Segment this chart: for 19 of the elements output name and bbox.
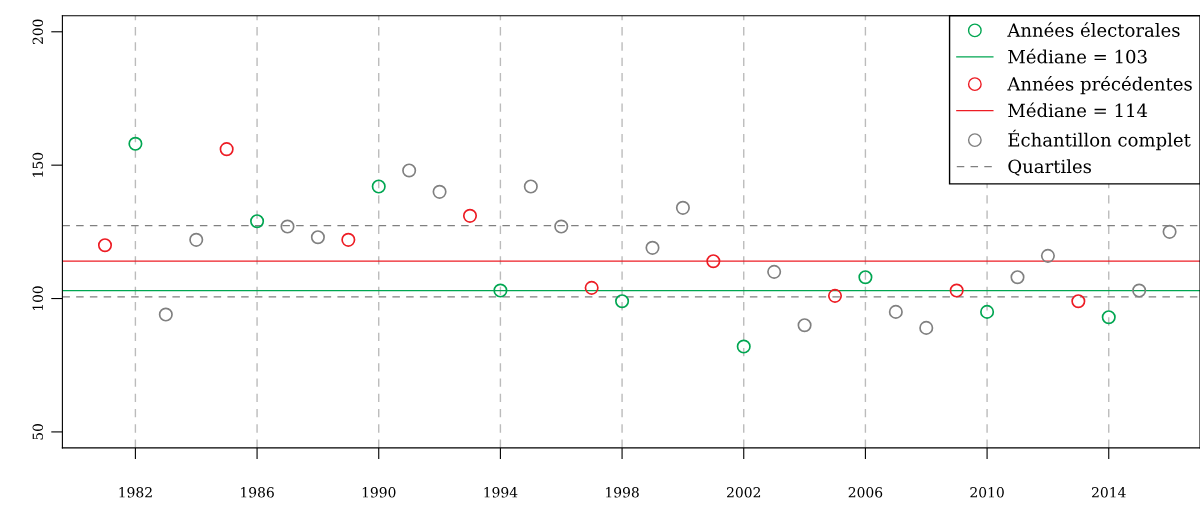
- x-tick-label: 2010: [970, 487, 1004, 498]
- x-tick-label: 1990: [362, 487, 396, 498]
- legend-label: Médiane = 103: [1008, 48, 1147, 64]
- x-tick-label: 2006: [848, 487, 883, 498]
- y-tick-label: 50: [32, 424, 44, 440]
- x-tick-label: 1982: [119, 487, 152, 498]
- legend-label: Années électorales: [1007, 22, 1180, 37]
- y-tick-label: 200: [32, 19, 44, 45]
- x-tick-label: 2014: [1092, 487, 1126, 498]
- x-tick-label: 2002: [727, 487, 761, 498]
- legend-label: Quartiles: [1008, 159, 1092, 176]
- x-tick-label: 1986: [241, 487, 274, 498]
- legend-label: Échantillon complet: [1008, 129, 1191, 151]
- x-tick-label: 1994: [484, 487, 518, 498]
- y-tick-label: 100: [32, 286, 44, 311]
- legend-label: Médiane = 114: [1008, 102, 1148, 118]
- legend-label: Années précédentes: [1007, 76, 1192, 95]
- x-tick-label: 1998: [606, 487, 639, 498]
- y-tick-label: 150: [32, 152, 44, 177]
